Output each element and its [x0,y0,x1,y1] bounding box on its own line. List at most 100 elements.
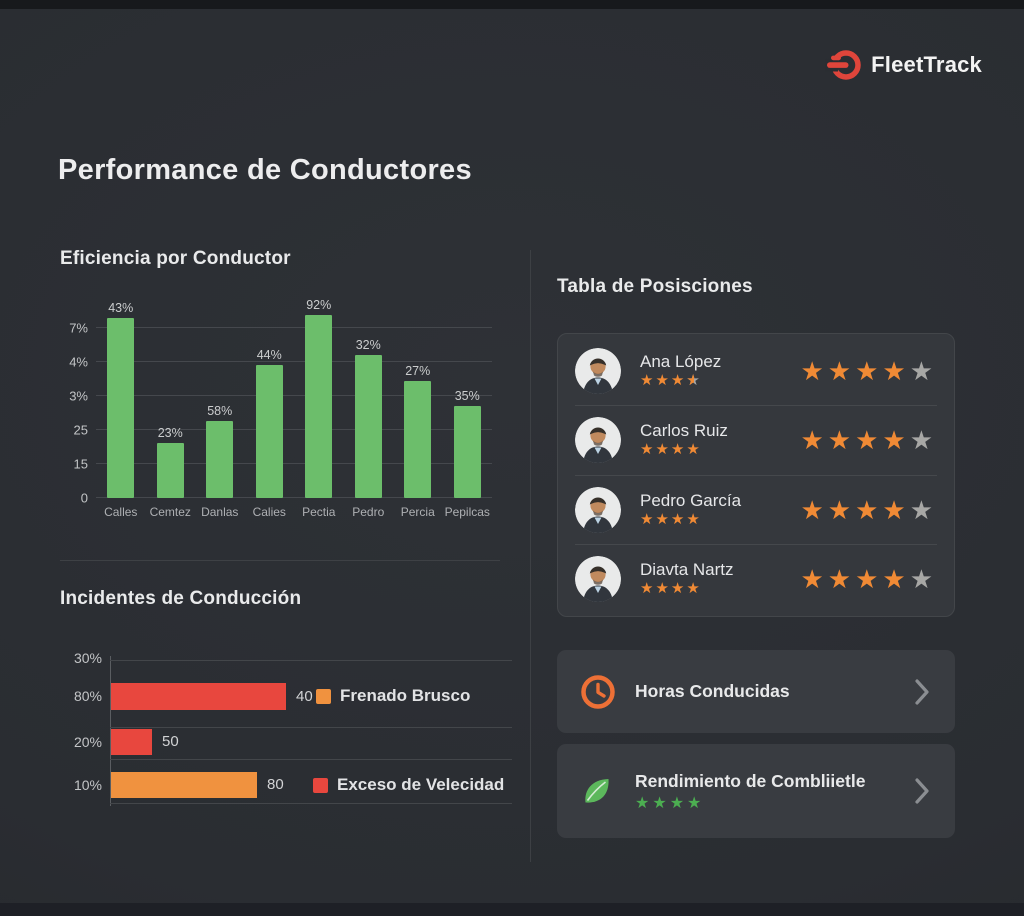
star-full-icon: ★ [655,372,671,390]
leaf-icon [579,773,619,809]
star-full-icon: ★ [855,356,883,387]
driver-avatar [575,348,621,395]
leaderboard-row[interactable]: Ana López★★★★★★★★★★ [558,339,954,403]
x-axis-tick-label: Danlas [201,505,239,519]
efficiency-chart-title: Eficiencia por Conductor [60,248,291,269]
driver-rating-small: ★★★★ [640,511,702,528]
x-axis-tick-label: Pepilcas [444,505,490,519]
row-divider [575,405,937,407]
bar-value-label: 80 [267,776,284,793]
star-full-icon: ★ [827,356,856,387]
fleettrack-logo-icon [825,50,861,80]
star-full-icon: ★ [687,794,705,812]
legend-item: Exceso de Velecidad [313,775,504,795]
chevron-right-icon[interactable] [915,778,929,804]
star-full-icon: ★ [652,794,670,812]
leaderboard-row[interactable]: Pedro García ★★★★ ★★★★★ [558,478,954,542]
star-full-icon: ★ [882,425,910,456]
x-axis-tick-label: Pedro [352,505,385,519]
star-half-icon: ★★ [686,372,702,390]
y-axis-tick-label: 25 [73,422,88,438]
row-divider [575,474,937,476]
efficiency-chart: Eficiencia por Conductor 7% 4% 3% 25 15 0 43% 2… [60,248,500,519]
bar-series: 43% 23% 58% 44% 92% 32% 27% 35% [96,298,492,498]
y-axis-tick-label: 4% [69,354,88,370]
driver-rating-large: ★★★★★ [800,358,937,384]
x-axis-tick-label: Percia [400,505,435,519]
bar-group: 23% [146,298,196,498]
star-full-icon: ★ [655,441,671,459]
driver-name: Carlos Ruiz [640,421,728,441]
chevron-right-icon[interactable] [915,678,929,705]
x-axis-tick-label: Pectia [302,505,336,519]
driver-info: Carlos Ruiz ★★★★ [640,421,800,459]
bar-value-label: 44% [256,348,282,362]
star-empty-icon: ★ [909,356,937,387]
bar-group: 27% [393,298,443,498]
incidents-chart: Incidentes de Conducción 30% 80% 20% 10% 40 5… [60,588,512,808]
efficiency-bar [354,355,382,498]
efficiency-bar [156,443,184,498]
star-full-icon: ★ [855,494,883,525]
y-axis-tick-label: 0 [80,490,88,506]
efficiency-bar [453,406,481,498]
hours-driven-card[interactable]: Horas Conducidas [557,650,955,733]
y-axis-tick-label: 15 [73,456,88,472]
driver-rating-large: ★★★★★ [800,566,937,592]
leaderboard-title: Tabla de Posisciones [557,276,753,297]
star-full-icon: ★ [670,441,687,459]
star-full-icon: ★ [670,579,687,597]
star-full-icon: ★ [635,794,653,812]
driver-avatar [575,555,621,602]
driver-rating-small: ★★★★★ [640,372,702,389]
clock-icon [579,673,619,711]
star-full-icon: ★ [855,425,883,456]
hours-driven-card-title: Horas Conducidas [635,681,790,701]
gridline [96,395,492,396]
gridline [110,727,512,728]
leaderboard-row[interactable]: Diavta Nartz ★★★★ ★★★★★ [558,547,954,611]
incident-bar [111,683,286,710]
gridline [96,497,492,498]
efficiency-bar [404,381,432,498]
bar-group: 35% [443,298,493,498]
star-full-icon: ★ [800,425,828,456]
gridline [110,660,512,661]
y-axis-tick-label: 30% [73,650,102,666]
star-full-icon: ★ [670,510,687,528]
legend-item: Frenado Brusco [316,686,470,706]
driver-avatar [575,486,621,533]
star-empty-icon: ★ [909,494,937,525]
star-full-icon: ★ [640,372,656,390]
efficiency-chart-x-axis: Calles Cemtez Danlas Calies Pectia Pedro Perci… [96,505,492,519]
gridline [96,463,492,464]
efficiency-bar [107,318,135,498]
star-full-icon: ★ [669,794,688,812]
efficiency-bar [305,315,333,498]
page-title: Performance de Conductores [58,154,472,186]
driver-avatar [575,417,621,464]
bar-value-label: 32% [355,338,381,352]
driver-info: Pedro García ★★★★ [640,491,800,529]
legend-label: Exceso de Velecidad [337,775,505,794]
star-full-icon: ★ [640,510,656,528]
star-full-icon: ★ [670,372,687,390]
fuel-performance-rating: ★★★★ [635,794,915,812]
bar-group: 58% [195,298,245,498]
driver-rating-small: ★★★★ [640,441,702,458]
incidents-chart-plot: 30% 80% 20% 10% 40 50 80 Frenado Brusco Exceso d… [60,650,512,808]
fuel-performance-card[interactable]: Rendimiento de Combliietle ★★★★ [557,744,955,838]
star-full-icon: ★ [827,494,856,525]
star-empty-icon: ★ [909,563,937,594]
star-full-icon: ★ [855,563,883,594]
bar-value-label: 50 [162,733,179,750]
star-full-icon: ★ [827,563,856,594]
efficiency-bar [206,421,234,498]
legend-label: Frenado Brusco [340,686,471,705]
star-full-icon: ★ [827,425,856,456]
bar-value-label: 40 [296,687,313,705]
leaderboard-row[interactable]: Carlos Ruiz ★★★★ ★★★★★ [558,408,954,472]
leaderboard-card: Ana López★★★★★★★★★★Carlos Ruiz★★★★★★★★★P… [557,333,955,617]
fuel-performance-card-title: Rendimiento de Combliietle [635,770,866,791]
